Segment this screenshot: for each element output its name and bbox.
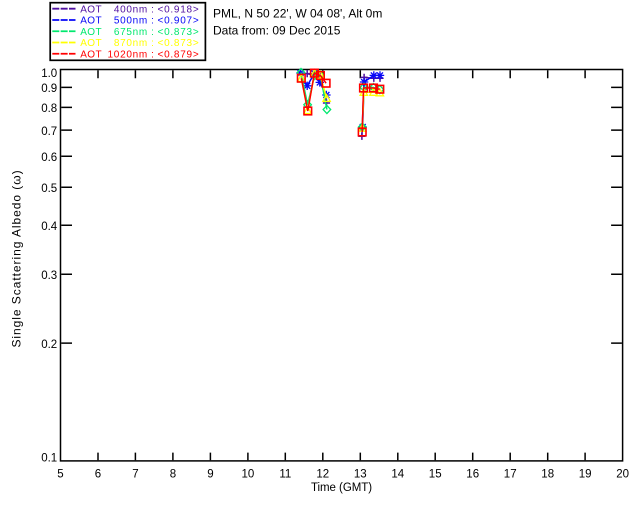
svg-text::: : bbox=[151, 49, 154, 60]
svg-text:<0.907>: <0.907> bbox=[158, 16, 200, 27]
svg-text:18: 18 bbox=[541, 469, 554, 481]
svg-text:5: 5 bbox=[57, 469, 63, 481]
svg-text:AOT: AOT bbox=[80, 27, 102, 38]
svg-text:500nm: 500nm bbox=[114, 16, 148, 27]
svg-text:PML, N 50 22', W 04 08', Alt 0: PML, N 50 22', W 04 08', Alt 0m bbox=[213, 7, 382, 21]
svg-text:0.4: 0.4 bbox=[41, 221, 58, 233]
svg-text:16: 16 bbox=[466, 469, 479, 481]
svg-text:Single Scattering Albedo (ω): Single Scattering Albedo (ω) bbox=[10, 169, 24, 347]
svg-text:1020nm: 1020nm bbox=[108, 49, 148, 60]
svg-text:Time (GMT): Time (GMT) bbox=[311, 482, 372, 494]
svg-text:15: 15 bbox=[429, 469, 442, 481]
svg-text:11: 11 bbox=[279, 469, 291, 481]
svg-text::: : bbox=[151, 16, 154, 27]
svg-text:Data from: 09 Dec 2015: Data from: 09 Dec 2015 bbox=[213, 23, 341, 37]
svg-text:0.3: 0.3 bbox=[41, 270, 57, 282]
svg-text:20: 20 bbox=[616, 469, 629, 481]
svg-text::: : bbox=[151, 4, 154, 15]
svg-text:AOT: AOT bbox=[80, 38, 102, 49]
svg-text:10: 10 bbox=[242, 469, 255, 481]
svg-text:8: 8 bbox=[170, 469, 176, 481]
svg-text:13: 13 bbox=[354, 469, 367, 481]
svg-text:12: 12 bbox=[316, 469, 329, 481]
svg-text::: : bbox=[151, 38, 154, 49]
svg-text:9: 9 bbox=[207, 469, 213, 481]
svg-text:870nm: 870nm bbox=[114, 38, 148, 49]
svg-text:0.9: 0.9 bbox=[41, 83, 57, 95]
svg-text:0.6: 0.6 bbox=[41, 152, 57, 164]
svg-text:AOT: AOT bbox=[80, 49, 102, 60]
svg-text:<0.873>: <0.873> bbox=[158, 38, 200, 49]
svg-text:0.5: 0.5 bbox=[41, 183, 57, 195]
svg-text:1.0: 1.0 bbox=[41, 68, 57, 80]
svg-text:14: 14 bbox=[391, 469, 404, 481]
svg-text:19: 19 bbox=[579, 469, 592, 481]
svg-text:0.2: 0.2 bbox=[41, 339, 57, 351]
svg-text:400nm: 400nm bbox=[114, 4, 148, 15]
svg-text::: : bbox=[151, 27, 154, 38]
svg-text:AOT: AOT bbox=[80, 4, 102, 15]
svg-text:7: 7 bbox=[132, 469, 138, 481]
svg-text:0.7: 0.7 bbox=[41, 126, 57, 138]
svg-text:6: 6 bbox=[95, 469, 101, 481]
svg-text:0.8: 0.8 bbox=[41, 103, 57, 115]
svg-text:17: 17 bbox=[504, 469, 517, 481]
svg-text:AOT: AOT bbox=[80, 16, 102, 27]
svg-text:<0.879>: <0.879> bbox=[158, 49, 200, 60]
svg-text:675nm: 675nm bbox=[114, 27, 148, 38]
svg-text:0.1: 0.1 bbox=[41, 453, 57, 465]
svg-text:<0.873>: <0.873> bbox=[158, 27, 200, 38]
svg-text:<0.918>: <0.918> bbox=[158, 4, 200, 15]
